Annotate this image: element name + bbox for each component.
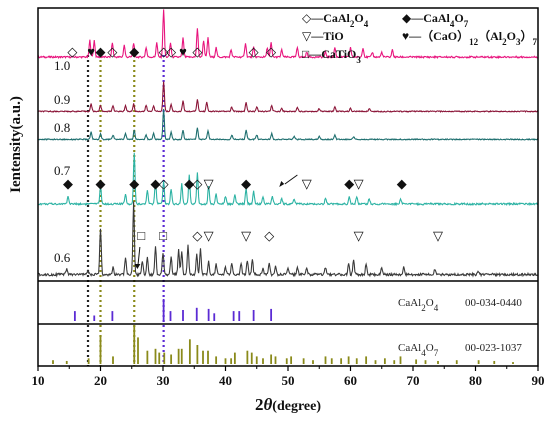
series-0.8-line xyxy=(37,109,539,141)
peak-marker: □ xyxy=(137,228,145,243)
x-tick-label: 70 xyxy=(407,373,420,388)
peak-marker: ◇ xyxy=(67,44,77,59)
peak-marker: ♥ xyxy=(87,44,95,59)
ref-label: CaAl2O4 xyxy=(398,297,439,313)
series-label: 0.8 xyxy=(54,120,70,135)
peak-marker: ▽ xyxy=(354,228,364,243)
arrow xyxy=(284,174,298,185)
peak-marker: ◇ xyxy=(107,44,117,59)
peak-marker: ▽ xyxy=(302,176,312,191)
series-label: 0.7 xyxy=(54,163,71,178)
peak-marker: ◆ xyxy=(241,176,251,191)
peak-marker: ◆ xyxy=(397,176,407,191)
legend-entry: ♥—（CaO）12（Al2O3）7 xyxy=(402,28,538,47)
peak-marker: □ xyxy=(159,228,167,243)
series-0.6-line xyxy=(37,201,539,278)
x-tick-label: 90 xyxy=(532,373,545,388)
peak-marker: ▽ xyxy=(241,228,251,243)
x-axis-label: 2θ(degree) xyxy=(255,395,321,414)
series-1.0-line xyxy=(37,9,539,60)
arrow-head xyxy=(279,181,285,187)
series-label: 1.0 xyxy=(54,58,70,73)
peak-marker: ◇ xyxy=(166,44,176,59)
peak-marker: ◇ xyxy=(192,228,202,243)
series-0.7-line xyxy=(37,152,539,207)
ref-code: 00-023-1037 xyxy=(465,342,522,354)
peak-marker: ◆ xyxy=(129,176,139,191)
peak-marker: ◇ xyxy=(264,228,274,243)
x-tick-label: 10 xyxy=(32,373,45,388)
x-tick-label: 40 xyxy=(219,373,232,388)
arrow-head xyxy=(134,264,141,269)
peak-marker: ◇ xyxy=(249,44,259,59)
ref-label: CaAl4O7 xyxy=(398,342,439,358)
x-tick-label: 20 xyxy=(94,373,107,388)
peak-marker: ◆ xyxy=(344,176,354,191)
legend-entry: ◇—CaAl2O4 xyxy=(302,11,369,29)
peak-marker: ▽ xyxy=(204,228,214,243)
arrow xyxy=(137,246,141,266)
peak-marker: ◆ xyxy=(96,176,106,191)
series-label: 0.6 xyxy=(54,250,71,265)
peak-marker: ◆ xyxy=(151,176,161,191)
ref-code: 00-034-0440 xyxy=(465,297,522,309)
peak-marker: ◇ xyxy=(192,176,202,191)
peak-marker: ◆ xyxy=(63,176,73,191)
peak-marker: ▽ xyxy=(204,176,214,191)
series-0.9-line xyxy=(37,81,539,113)
series-label: 0.9 xyxy=(54,92,70,107)
peak-marker: ◇ xyxy=(192,44,202,59)
peak-marker: ◇ xyxy=(159,176,169,191)
x-tick-label: 30 xyxy=(157,373,170,388)
peak-marker: ◆ xyxy=(129,44,139,59)
legend-entry: ▽—TiO xyxy=(302,29,344,43)
peak-marker: ◇ xyxy=(159,44,169,59)
x-tick-label: 50 xyxy=(282,373,295,388)
peak-marker: ▽ xyxy=(433,228,443,243)
peak-marker: ◆ xyxy=(184,176,194,191)
legend-entry: □—CaTiO3 xyxy=(302,47,361,65)
y-axis-label: Ientensity(a.u.) xyxy=(8,96,24,193)
peak-marker: ◆ xyxy=(96,44,106,59)
peak-marker: ▽ xyxy=(354,176,364,191)
x-tick-label: 80 xyxy=(469,373,482,388)
peak-marker: ♥ xyxy=(179,44,187,59)
peak-marker: ◇ xyxy=(266,44,276,59)
x-tick-label: 60 xyxy=(344,373,357,388)
legend-entry: ◆—CaAl4O7 xyxy=(402,11,469,29)
